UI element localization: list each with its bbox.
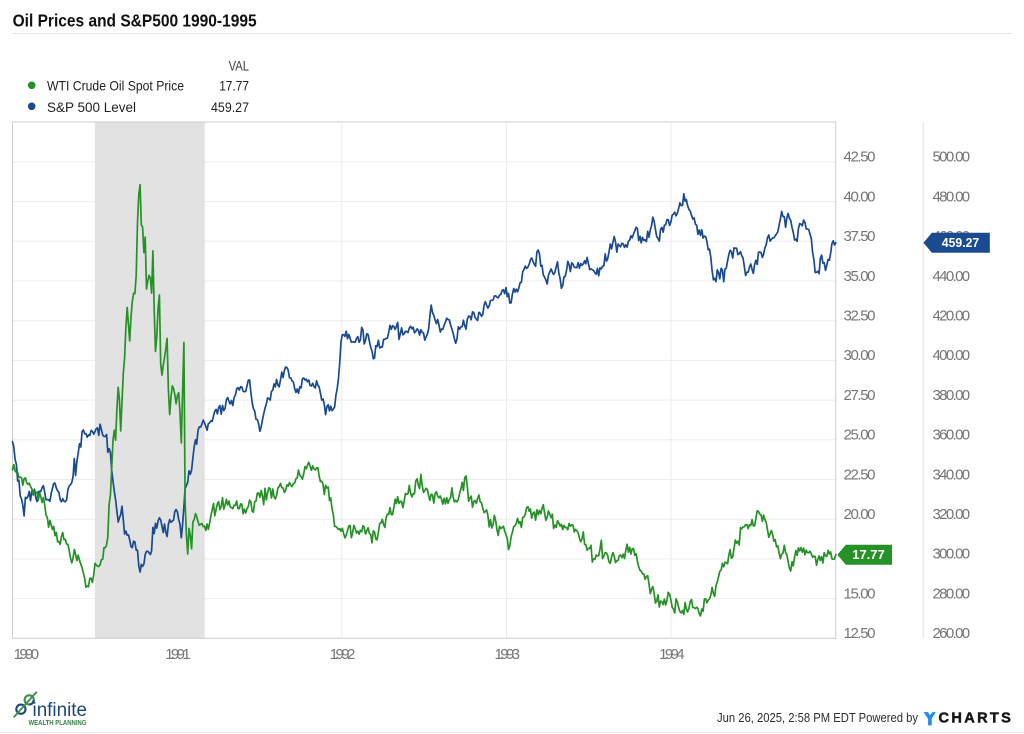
- svg-text:WEALTH PLANNING: WEALTH PLANNING: [29, 718, 87, 727]
- svg-text:35.00: 35.00: [844, 268, 876, 285]
- svg-text:25.00: 25.00: [844, 427, 876, 444]
- svg-text:440.00: 440.00: [933, 268, 971, 285]
- svg-text:Oil Prices and S&P500 1990-199: Oil Prices and S&P500 1990-1995: [13, 11, 257, 31]
- svg-text:infinite: infinite: [33, 700, 88, 721]
- svg-text:1993: 1993: [495, 646, 521, 663]
- svg-text:WTI Crude Oil Spot Price: WTI Crude Oil Spot Price: [47, 78, 184, 94]
- svg-text:260.00: 260.00: [933, 625, 971, 642]
- svg-text:Jun 26, 2025, 2:58 PM EDT Powe: Jun 26, 2025, 2:58 PM EDT Powered by: [717, 710, 918, 725]
- svg-text:300.00: 300.00: [933, 546, 971, 563]
- svg-text:340.00: 340.00: [933, 466, 971, 483]
- svg-text:20.00: 20.00: [844, 506, 876, 523]
- svg-text:400.00: 400.00: [933, 347, 971, 364]
- svg-text:1991: 1991: [165, 646, 191, 663]
- svg-text:22.50: 22.50: [844, 466, 876, 483]
- svg-text:1990: 1990: [14, 646, 39, 663]
- svg-text:17.77: 17.77: [852, 547, 885, 562]
- svg-text:480.00: 480.00: [933, 188, 971, 205]
- svg-text:320.00: 320.00: [933, 506, 971, 523]
- svg-text:17.77: 17.77: [219, 78, 249, 94]
- svg-text:40.00: 40.00: [844, 188, 876, 205]
- svg-text:459.27: 459.27: [942, 235, 980, 250]
- svg-text:12.50: 12.50: [844, 625, 876, 642]
- svg-text:VAL: VAL: [229, 57, 250, 73]
- svg-text:1992: 1992: [330, 646, 356, 663]
- svg-text:420.00: 420.00: [933, 307, 971, 324]
- svg-text:380.00: 380.00: [933, 387, 971, 404]
- svg-text:500.00: 500.00: [933, 149, 971, 166]
- svg-text:360.00: 360.00: [933, 427, 971, 444]
- svg-text:CHARTS: CHARTS: [939, 711, 1014, 727]
- svg-text:S&P 500 Level: S&P 500 Level: [47, 99, 136, 115]
- svg-text:37.50: 37.50: [844, 228, 876, 245]
- svg-text:280.00: 280.00: [933, 585, 971, 602]
- svg-text:459.27: 459.27: [211, 99, 249, 115]
- svg-text:32.50: 32.50: [844, 307, 876, 324]
- svg-text:30.00: 30.00: [844, 347, 876, 364]
- svg-text:1994: 1994: [659, 646, 685, 663]
- svg-text:42.50: 42.50: [844, 149, 876, 166]
- svg-text:27.50: 27.50: [844, 387, 876, 404]
- svg-text:15.00: 15.00: [844, 585, 876, 602]
